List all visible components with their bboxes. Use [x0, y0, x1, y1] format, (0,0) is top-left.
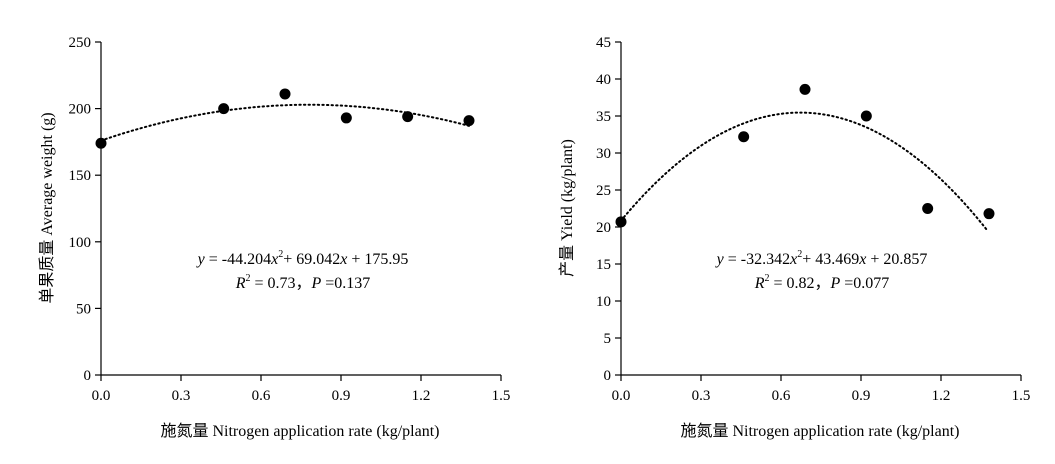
data-points	[95, 88, 475, 149]
x-tick-label: 0.3	[692, 388, 711, 404]
regression-stats: R2 = 0.73，P =0.137	[235, 273, 371, 292]
stat-r: R	[235, 275, 246, 292]
y-tick-label: 0	[604, 368, 612, 384]
y-tick-label: 50	[76, 301, 91, 317]
data-point	[279, 88, 291, 100]
regression-equation: y = -44.204x2+ 69.042x + 175.95	[196, 249, 409, 268]
x-tick-label: 0.0	[612, 388, 631, 404]
y-tick-label: 40	[596, 72, 611, 88]
eq-part3: + 20.857	[866, 251, 927, 268]
x-tick-label: 1.2	[932, 388, 951, 404]
eq-part1: = -44.204	[205, 251, 271, 268]
y-tick-label: 25	[596, 183, 611, 199]
y-tick-label: 150	[69, 168, 92, 184]
y-axis-title: 单果质量 Average weight (g)	[38, 112, 56, 303]
y-tick-label: 100	[69, 235, 92, 251]
y-axis-title: 产量 Yield (kg/plant)	[558, 139, 576, 277]
y-tick-label: 45	[596, 35, 611, 51]
x-tick-label: 0.6	[772, 388, 791, 404]
regression-stats: R2 = 0.82，P =0.077	[754, 273, 890, 292]
data-points	[615, 83, 995, 228]
x-tick-label: 1.5	[492, 388, 511, 404]
x-tick-label: 0.9	[332, 388, 351, 404]
stat-rsup: 2	[245, 273, 250, 284]
stat-p-value: =0.077	[840, 275, 889, 292]
regression-equation: y = -32.342x2+ 43.469x + 20.857	[715, 249, 928, 268]
stat-p: P	[830, 275, 841, 292]
x-axis-title: 施氮量 Nitrogen application rate (kg/plant)	[680, 422, 959, 440]
y-tick-label: 20	[596, 220, 611, 236]
y-tick-label: 0	[84, 368, 92, 384]
data-point	[615, 216, 627, 228]
data-point	[402, 111, 414, 123]
y-tick-label: 250	[69, 35, 92, 51]
y-tick-label: 200	[69, 102, 92, 118]
chart-yield: 0 5 10 15 20 25 30 35 40 45 0.0 0.3 0.6 0.9 1.2 1.5 产量…	[558, 35, 1030, 440]
data-point	[218, 103, 230, 115]
x-tick-label: 1.5	[1012, 388, 1031, 404]
data-point	[340, 112, 352, 124]
eq-part2: + 43.469	[802, 251, 859, 268]
y-ticks: 0 50 100 150 200 250	[69, 35, 101, 384]
data-point	[860, 110, 872, 122]
y-tick-label: 35	[596, 109, 611, 125]
eq-x2: x	[858, 251, 866, 268]
x-tick-label: 0.9	[852, 388, 871, 404]
chart-average-weight: 0 50 100 150 200 250 0.0 0.3 0.6 0.9 1.2 1.5 单果质量 …	[38, 35, 510, 440]
y-tick-label: 10	[596, 294, 611, 310]
stat-r: R	[754, 275, 765, 292]
data-point	[983, 208, 995, 220]
eq-part2: + 69.042	[283, 251, 340, 268]
x-tick-label: 0.6	[252, 388, 271, 404]
y-tick-label: 15	[596, 257, 611, 273]
eq-part1: = -32.342	[724, 251, 790, 268]
stat-p: P	[311, 275, 322, 292]
y-ticks: 0 5 10 15 20 25 30 35 40 45	[596, 35, 621, 384]
data-point	[95, 137, 107, 149]
stat-p-value: =0.137	[321, 275, 370, 292]
x-ticks: 0.0 0.3 0.6 0.9 1.2 1.5	[612, 375, 1031, 404]
eq-x1: x	[270, 251, 278, 268]
x-tick-label: 1.2	[412, 388, 431, 404]
data-point	[738, 131, 750, 143]
data-point	[799, 83, 811, 95]
fit-curve	[620, 111, 988, 231]
eq-x2: x	[339, 251, 347, 268]
eq-y: y	[715, 251, 725, 268]
y-tick-label: 30	[596, 146, 611, 162]
fit-curve	[100, 103, 470, 142]
x-axis-title: 施氮量 Nitrogen application rate (kg/plant)	[160, 422, 439, 440]
eq-y: y	[196, 251, 206, 268]
x-tick-label: 0.3	[172, 388, 191, 404]
x-ticks: 0.0 0.3 0.6 0.9 1.2 1.5	[92, 375, 511, 404]
eq-sup1: 2	[797, 249, 802, 260]
eq-sup1: 2	[278, 249, 283, 260]
x-tick-label: 0.0	[92, 388, 111, 404]
y-tick-label: 5	[604, 331, 612, 347]
stat-rsup: 2	[764, 273, 769, 284]
stat-r-value: = 0.82，	[769, 275, 830, 292]
data-point	[463, 115, 475, 127]
data-point	[922, 203, 934, 214]
stat-r-value: = 0.73，	[250, 275, 311, 292]
eq-part3: + 175.95	[347, 251, 408, 268]
eq-x1: x	[789, 251, 797, 268]
